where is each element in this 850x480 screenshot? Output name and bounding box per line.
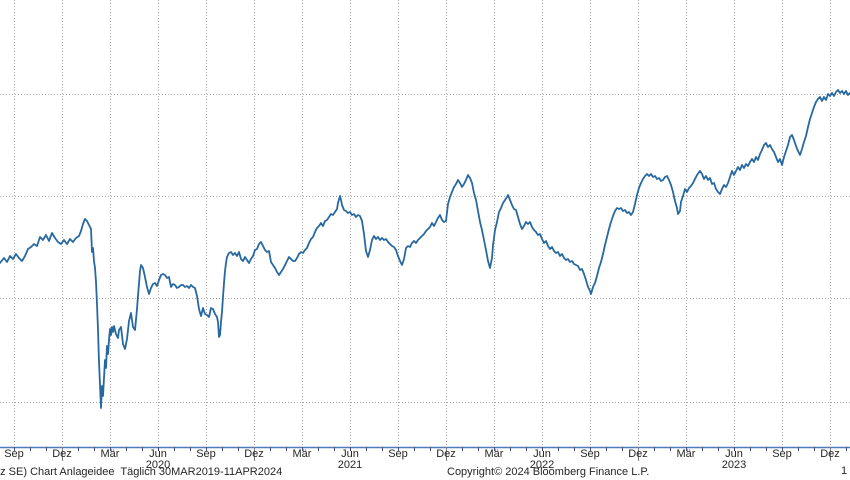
x-axis-quarter-label: Dez	[244, 448, 264, 460]
x-axis-quarter-label: Jun	[149, 448, 167, 460]
price-line-series	[0, 89, 850, 409]
x-axis-quarter-label: Sep	[580, 448, 600, 460]
page-number: 1	[841, 465, 848, 477]
x-axis	[0, 446, 850, 461]
x-axis-quarter-label: Sep	[4, 448, 24, 460]
x-axis-quarter-label: Jun	[341, 448, 359, 460]
x-axis-year-label: 2021	[337, 459, 363, 471]
x-axis-quarter-label: Mär	[100, 448, 120, 460]
x-axis-year-label: 2022	[529, 459, 555, 471]
chart-footer-description: nz SE) Chart Anlageidee Täglich 30MAR201…	[0, 466, 283, 478]
x-axis-quarter-label: Mär	[676, 448, 696, 460]
x-axis-quarter-label: Mär	[484, 448, 504, 460]
x-axis-quarter-label: Jun	[533, 448, 551, 460]
x-axis-year-label: 2023	[721, 459, 747, 471]
gridlines	[0, 0, 850, 447]
x-axis-quarter-label: Mär	[292, 448, 312, 460]
x-axis-quarter-label: Sep	[388, 448, 408, 460]
x-axis-quarter-label: Dez	[436, 448, 456, 460]
x-axis-quarter-label: Sep	[772, 448, 792, 460]
copyright-text: Copyright© 2024 Bloomberg Finance L.P.	[447, 466, 650, 478]
x-axis-quarter-label: Sep	[196, 448, 216, 460]
x-axis-quarter-label: Dez	[52, 448, 72, 460]
x-axis-quarter-label: Dez	[820, 448, 840, 460]
x-axis-quarter-label: Jun	[725, 448, 743, 460]
x-axis-year-label: 2020	[145, 459, 171, 471]
x-axis-quarter-label: Dez	[628, 448, 648, 460]
